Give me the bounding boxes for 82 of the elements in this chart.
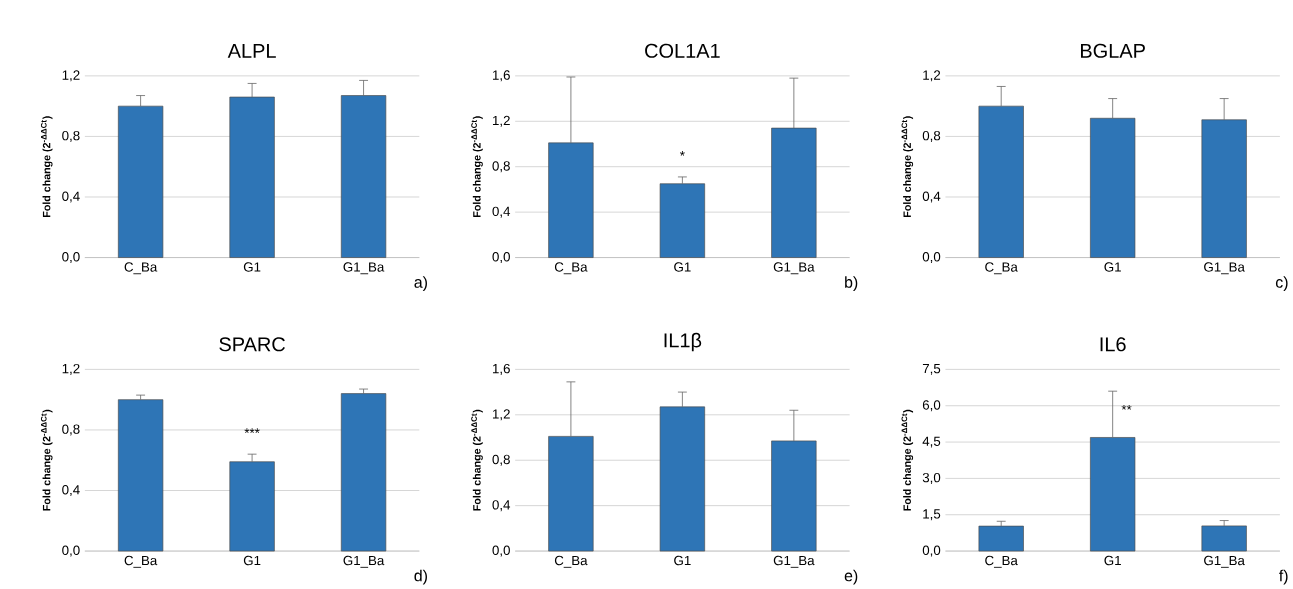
y-tick-label: 0,8: [922, 130, 941, 142]
y-tick-label: 0,8: [492, 161, 510, 173]
bar: [659, 183, 706, 258]
y-tick-label: 1,6: [492, 363, 510, 375]
y-tick-label: 0,4: [62, 191, 80, 203]
x-tick-label: C_Ba: [554, 262, 588, 275]
chart-title: SPARC: [219, 337, 285, 352]
bar: [1201, 119, 1247, 258]
annotation: ***: [244, 428, 260, 434]
bar: [771, 127, 817, 258]
x-tick-label: G1_Ba: [343, 262, 385, 275]
chart-title: IL1β: [664, 332, 702, 352]
text: d): [414, 569, 427, 585]
y-tick-label: 0,4: [62, 485, 80, 497]
y-tick-label: 7,5: [922, 363, 941, 375]
x-tick-label: G1_Ba: [1204, 555, 1245, 568]
annotation: *: [680, 151, 685, 156]
x-tick-label: G1: [243, 262, 261, 272]
y-axis-title: Fold change (2$^{-ΔΔCt}$): [471, 409, 483, 511]
y-tick-label: 6,0: [922, 400, 941, 412]
chart-title: IL6: [1100, 337, 1126, 352]
bar: [229, 461, 275, 552]
y-tick-label: 1,5: [923, 509, 941, 521]
y-tick-label: 0,0: [922, 252, 941, 264]
y-tick-label: 4,5: [922, 436, 941, 448]
text: a): [414, 276, 427, 292]
x-tick-label: G1_Ba: [773, 262, 815, 275]
x-tick-label: G1: [674, 555, 691, 566]
x-tick-label: C_Ba: [124, 262, 158, 275]
y-tick-label: 0,0: [922, 545, 941, 557]
y-tick-label: 0,8: [492, 454, 510, 466]
x-tick-label: G1_Ba: [1204, 262, 1245, 275]
y-axis-title: Fold change (2$^{-ΔΔCt}$): [40, 116, 53, 217]
y-tick-label: 1,2: [62, 70, 80, 82]
y-tick-label: 0,8: [62, 424, 80, 436]
y-tick-label: 1,2: [62, 363, 80, 375]
chart-title: BGLAP: [1081, 43, 1145, 58]
text: e): [844, 569, 858, 585]
bar: [548, 436, 594, 552]
bar: [659, 406, 706, 552]
x-tick-label: G1: [1104, 555, 1121, 566]
bar: [978, 105, 1024, 258]
y-axis-title: Fold change (2$^{-ΔΔCt}$): [901, 116, 914, 217]
annotation: **: [1121, 404, 1132, 410]
y-axis-title: Fold change (2$^{-ΔΔCt}$): [471, 116, 483, 217]
x-tick-label: G1: [1104, 262, 1121, 272]
x-tick-label: C_Ba: [985, 555, 1018, 568]
bar: [117, 399, 164, 552]
y-tick-label: 0,0: [492, 545, 510, 557]
x-tick-label: G1_Ba: [343, 555, 385, 568]
x-tick-label: G1_Ba: [773, 555, 815, 568]
y-tick-label: 0,0: [62, 545, 80, 557]
y-tick-label: 1,6: [492, 70, 510, 82]
y-tick-label: 1,2: [492, 115, 510, 127]
y-tick-label: 1,2: [492, 409, 510, 421]
chart-title: COL1A1: [645, 43, 720, 58]
y-axis-title: Fold change (2$^{-ΔΔCt}$): [901, 409, 914, 511]
x-tick-label: C_Ba: [985, 262, 1018, 275]
bar: [978, 525, 1024, 552]
bar: [340, 393, 387, 552]
bar: [1201, 525, 1247, 552]
y-tick-label: 0,0: [492, 252, 510, 264]
bar: [1090, 437, 1136, 552]
y-axis-title: Fold change (2$^{-ΔΔCt}$): [40, 409, 53, 511]
y-tick-label: 0,8: [62, 130, 80, 142]
y-tick-label: 1,2: [923, 70, 941, 82]
x-tick-label: C_Ba: [554, 555, 588, 568]
x-tick-label: C_Ba: [124, 555, 158, 568]
y-tick-label: 3,0: [922, 472, 941, 484]
y-tick-label: 0,4: [492, 500, 511, 512]
bar: [548, 142, 594, 258]
text: c): [1275, 276, 1288, 292]
bar: [771, 440, 817, 552]
chart-title: ALPL: [227, 44, 276, 58]
y-tick-label: 0,4: [922, 191, 941, 203]
text: f): [1279, 569, 1288, 585]
text: b): [845, 276, 858, 292]
bar: [1090, 117, 1136, 258]
x-tick-label: G1: [243, 555, 261, 566]
y-tick-label: 0,4: [492, 206, 511, 218]
x-tick-label: G1: [674, 262, 691, 272]
y-tick-label: 0,0: [62, 252, 80, 264]
